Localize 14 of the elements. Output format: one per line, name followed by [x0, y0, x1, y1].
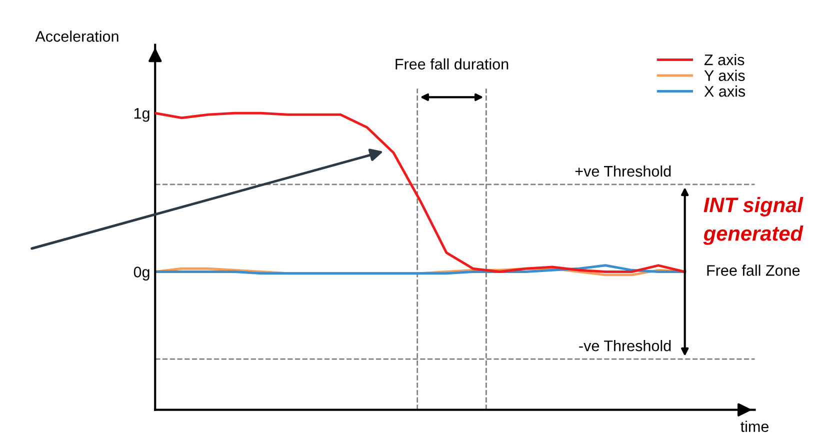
ref-line-label: -ve Threshold [579, 340, 671, 352]
legend-label: Y axis [704, 70, 745, 81]
line-series [155, 264, 686, 275]
ref-line-label: +ve Threshold [575, 165, 671, 177]
x-axis-title: time [740, 420, 769, 432]
text: Free fall Zone [707, 264, 800, 276]
annotation: Free fall duration [396, 58, 508, 70]
legend-label: Z axis [704, 54, 744, 66]
y-axis-title: Acceleration [35, 30, 118, 42]
y-tick-label: 0g [134, 266, 150, 280]
y-tick-label: 1g [134, 108, 150, 122]
text: INT signal generated [703, 197, 804, 245]
legend-label: X axis [704, 86, 746, 97]
line-series [155, 112, 686, 274]
